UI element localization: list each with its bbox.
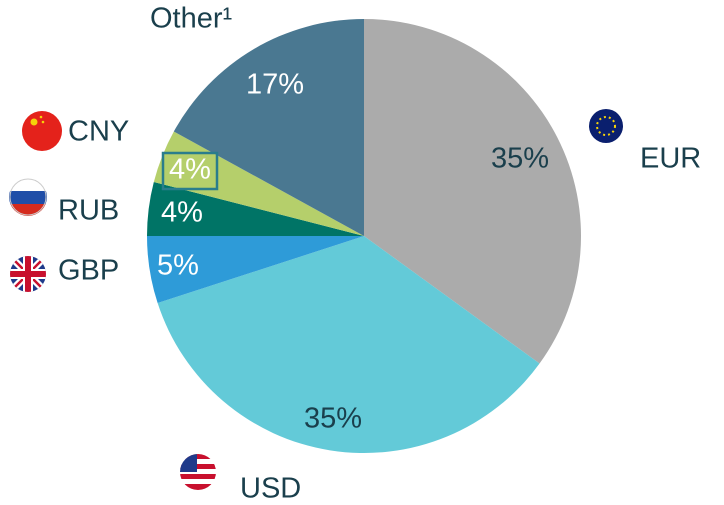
pie-slice: [147, 182, 364, 236]
pie-slice: [364, 19, 582, 364]
value-label: 35%: [304, 403, 362, 435]
value-label: 17%: [246, 69, 304, 101]
category-label: EUR: [640, 143, 701, 175]
value-label: 4%: [161, 197, 203, 229]
category-label: Other¹: [150, 3, 233, 35]
label-box: [161, 151, 219, 191]
flag-gbp: [10, 256, 46, 292]
slices: [147, 19, 582, 453]
pie-slice: [153, 131, 364, 236]
pie-slice: [173, 19, 364, 236]
flag-usd: [180, 454, 216, 490]
category-label: CNY: [68, 116, 129, 148]
labels: 35% EUR 35% USD 5% GBP 4% RUB 4% CNY 17% Other¹: [58, 3, 701, 505]
pie-slice: [147, 236, 364, 304]
pie-slice: [157, 236, 540, 453]
value-label: 5%: [157, 250, 199, 282]
value-label: 35%: [491, 143, 549, 175]
flag-rub: [9, 178, 47, 216]
flag-cny: [22, 111, 62, 151]
flag-eur: [589, 109, 623, 143]
value-label: 4%: [169, 154, 211, 186]
category-label: USD: [240, 473, 301, 505]
category-label: RUB: [58, 195, 119, 227]
category-label: GBP: [58, 255, 119, 287]
